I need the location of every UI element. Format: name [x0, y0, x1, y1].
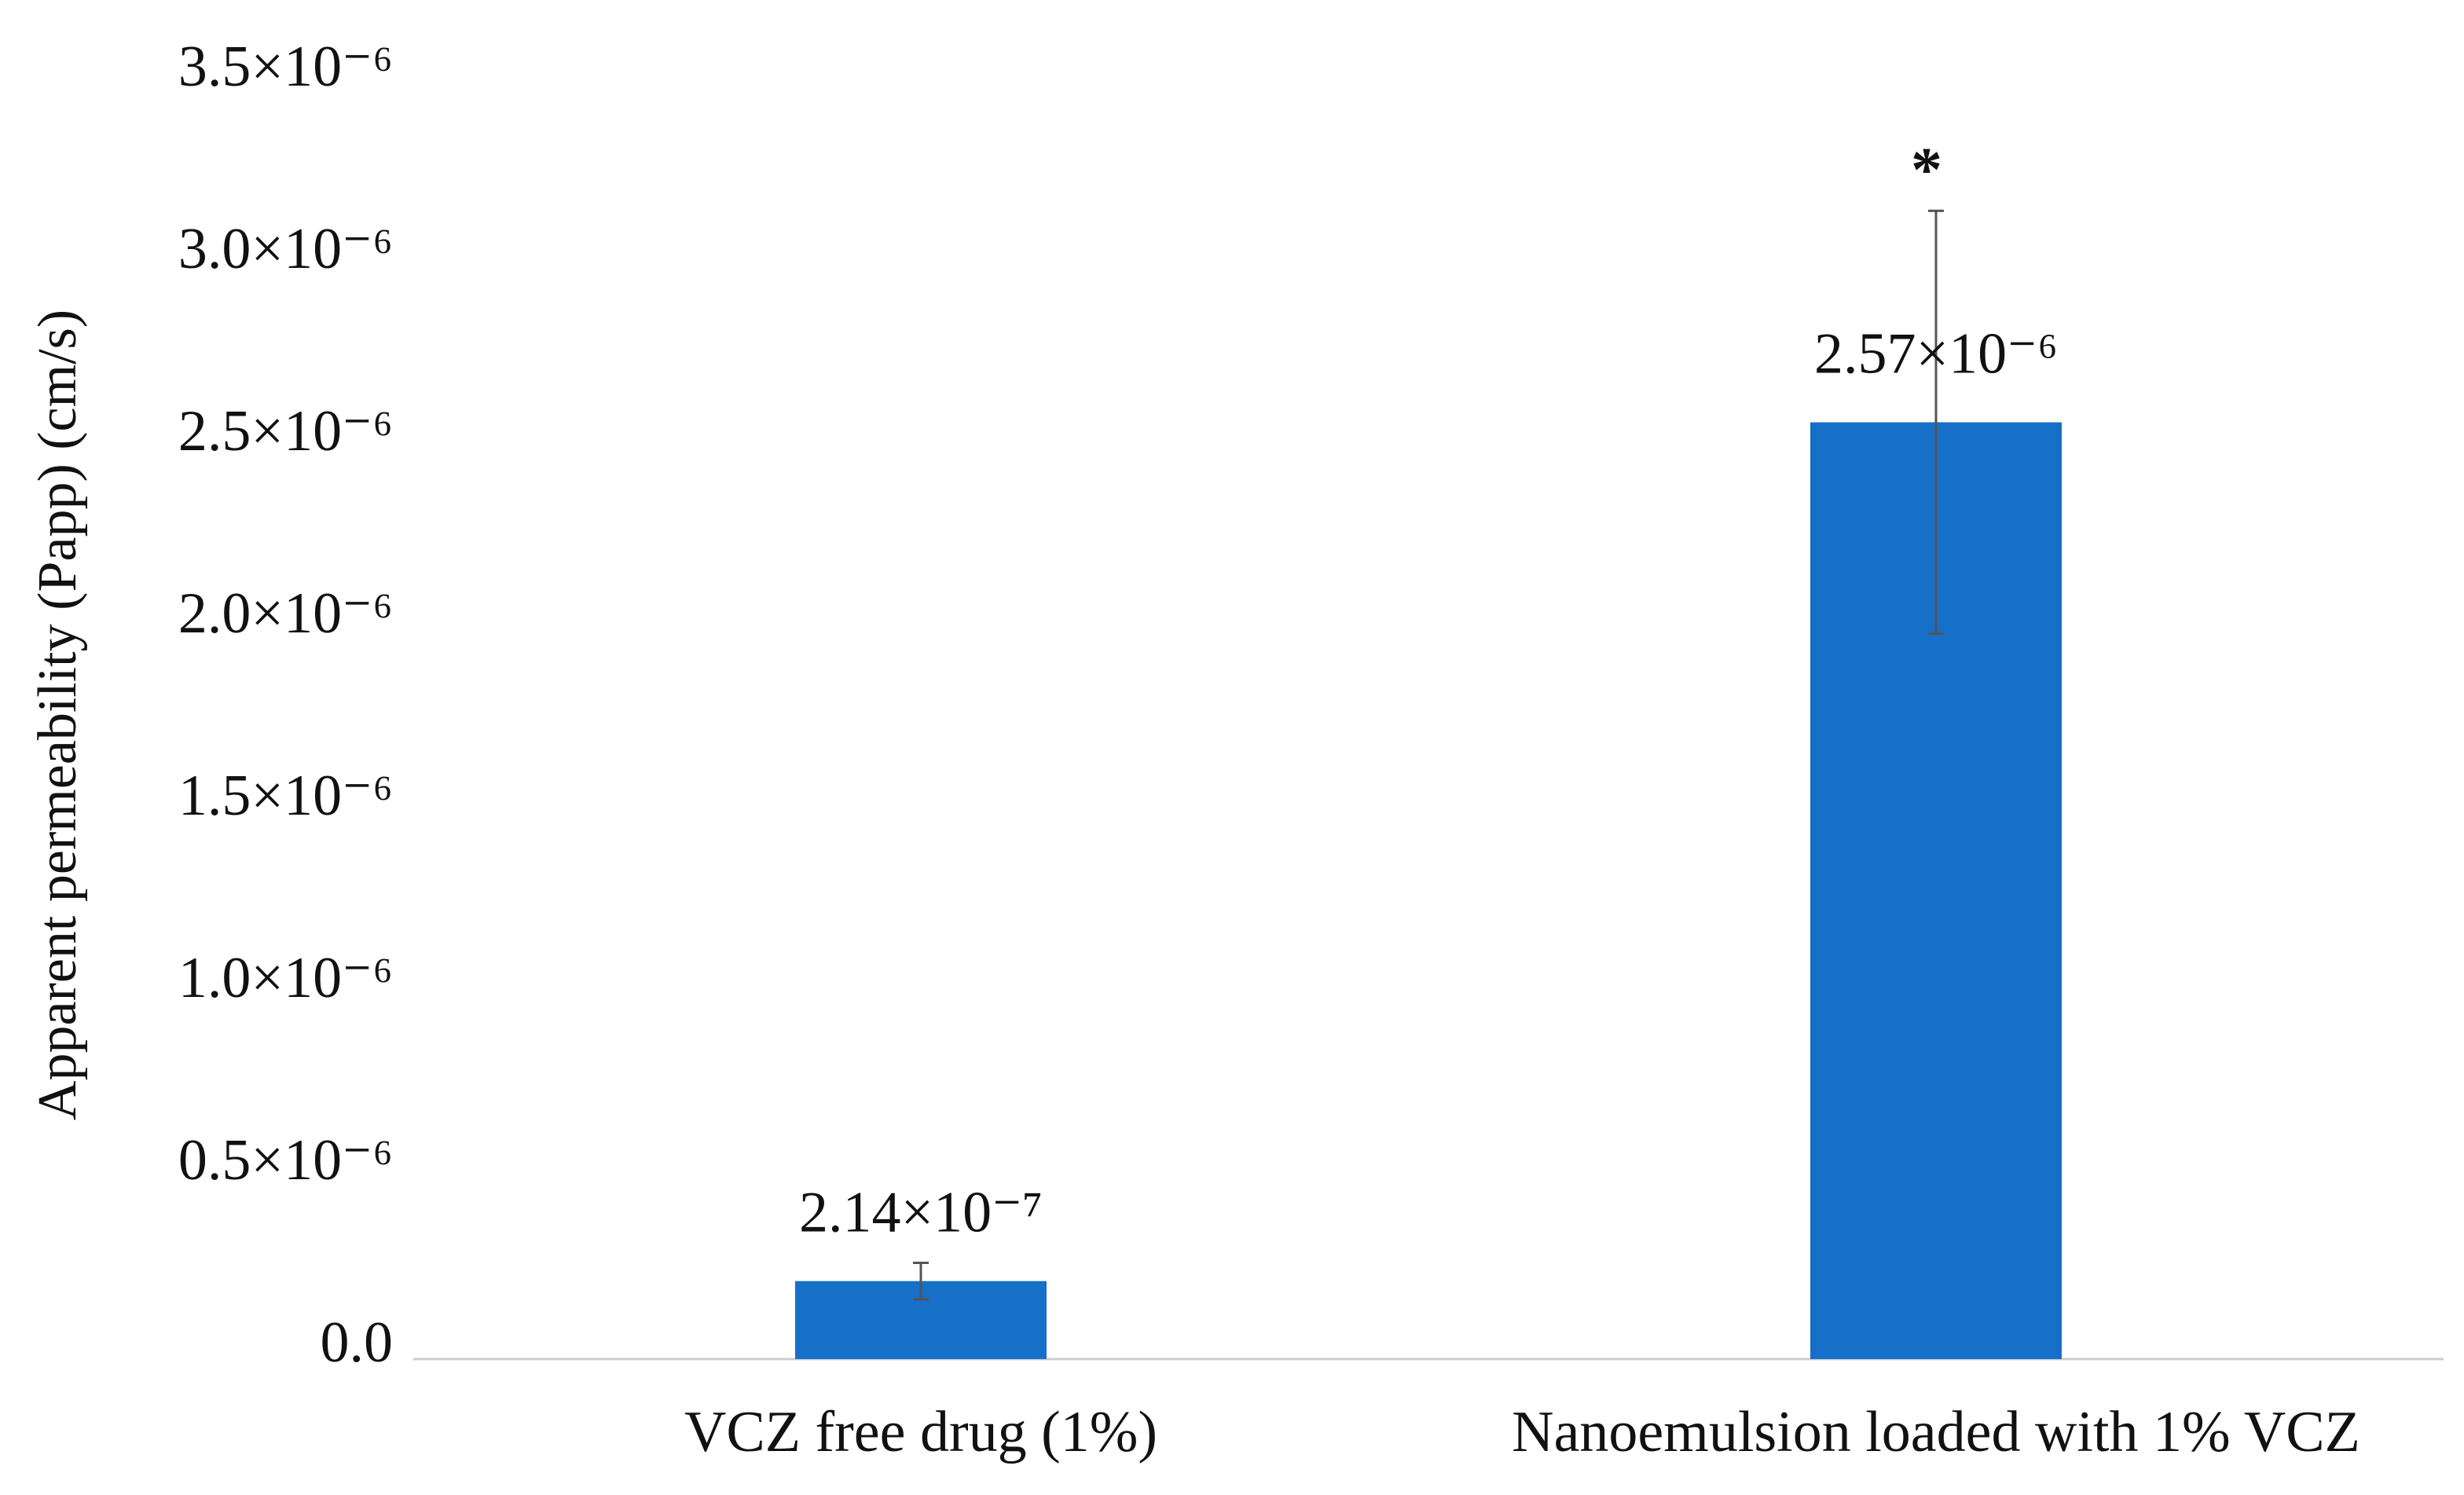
- significance-annotation: *: [1911, 136, 1942, 205]
- y-tick-label: 0.5×10⁻⁶: [178, 1128, 393, 1193]
- x-tick-label: Nanoemulsion loaded with 1% VCZ: [1512, 1400, 2360, 1464]
- value-label: 2.57×10⁻⁶: [1814, 322, 2058, 387]
- y-tick-label: 3.0×10⁻⁶: [178, 217, 393, 281]
- value-label: 2.14×10⁻⁷: [799, 1181, 1043, 1245]
- y-tick-label: 1.0×10⁻⁶: [178, 946, 393, 1010]
- error-bar: [913, 1262, 929, 1301]
- y-tick-label: 3.5×10⁻⁶: [178, 35, 393, 99]
- y-tick-label: 2.0×10⁻⁶: [178, 581, 393, 646]
- x-tick-label: VCZ free drug (1%): [684, 1400, 1157, 1464]
- error-bar: [1928, 209, 1944, 636]
- y-axis-title: Apparent permeability (Papp) (cm/s): [28, 310, 88, 1120]
- y-tick-label: 2.5×10⁻⁶: [178, 399, 393, 464]
- y-tick-label: 1.5×10⁻⁶: [178, 764, 393, 828]
- y-tick-label: 0.0: [321, 1310, 394, 1375]
